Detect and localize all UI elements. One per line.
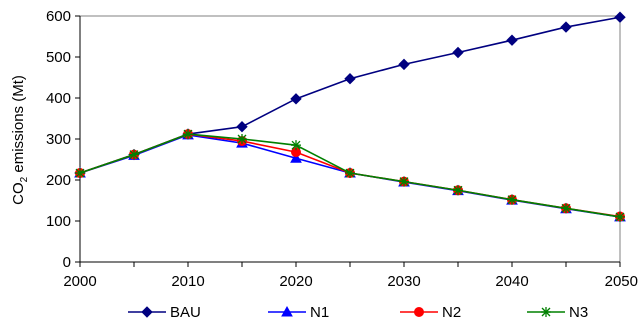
legend-item-n2: N2 [400, 304, 461, 321]
x-tick-label: 2020 [279, 273, 312, 290]
x-tick-label: 2030 [387, 273, 420, 290]
y-tick-label: 500 [46, 49, 71, 66]
axes: 0 100 200 300 400 500 600 2000 2010 2020 2030 2040 2… [46, 8, 638, 290]
legend-label: N1 [310, 304, 329, 321]
legend-swatch-marker [141, 306, 153, 318]
series-bau-point [236, 120, 248, 133]
y-axis-title: CO2 emissions (Mt) [10, 75, 30, 205]
series-n3-point [453, 185, 463, 196]
series-n3-point [507, 194, 517, 205]
legend-label: N3 [569, 304, 588, 321]
legend-item-bau: BAU [128, 304, 201, 321]
series-bau-point [506, 34, 518, 46]
legend-swatch-marker [541, 307, 551, 317]
series-n3-point [615, 211, 625, 222]
legend: BAU N1 N2 N3 [128, 304, 588, 321]
series-n3-point [129, 149, 139, 160]
legend-label: BAU [170, 304, 201, 321]
series-bau-point [452, 46, 464, 59]
series-n3-point [561, 203, 571, 214]
series-n1-point [290, 152, 302, 163]
plot-border [79, 15, 621, 263]
series-bau-point [344, 73, 356, 85]
y-axis-title-main: CO [10, 182, 27, 205]
x-tick-label: 2010 [171, 273, 204, 290]
series-n3-point [291, 140, 301, 151]
x-tick-label: 2000 [63, 273, 96, 290]
series-n3-point [399, 176, 409, 187]
legend-item-n1: N1 [268, 304, 329, 321]
legend-swatch-marker [281, 305, 293, 317]
series-n3-point [75, 168, 85, 179]
series-n3-point [183, 129, 193, 140]
series-n3-point [237, 134, 247, 144]
series-bau-point [398, 58, 410, 71]
series-bau-line [79, 16, 621, 174]
series-layer [74, 11, 626, 222]
legend-item-n3: N3 [527, 304, 588, 321]
series-n3 [75, 129, 625, 222]
x-tick-label: 2050 [605, 273, 638, 290]
legend-label: N2 [442, 304, 461, 321]
series-bau-point [614, 11, 626, 23]
y-tick-label: 200 [46, 172, 71, 189]
plot-area [79, 15, 621, 263]
y-tick-label: 600 [46, 8, 71, 25]
x-tick-label: 2040 [495, 273, 528, 290]
series-bau [74, 11, 626, 179]
legend-swatch-marker [414, 307, 424, 317]
series-bau-point [560, 21, 572, 33]
y-axis-title-rest: emissions (Mt) [10, 75, 27, 177]
y-tick-label: 0 [63, 254, 71, 271]
y-tick-label: 400 [46, 90, 71, 107]
y-tick-label: 100 [46, 213, 71, 230]
series-bau-point [290, 93, 302, 105]
y-axis-title-subscript: 2 [19, 176, 30, 182]
y-tick-label: 300 [46, 131, 71, 148]
series-n3-point [345, 168, 355, 179]
